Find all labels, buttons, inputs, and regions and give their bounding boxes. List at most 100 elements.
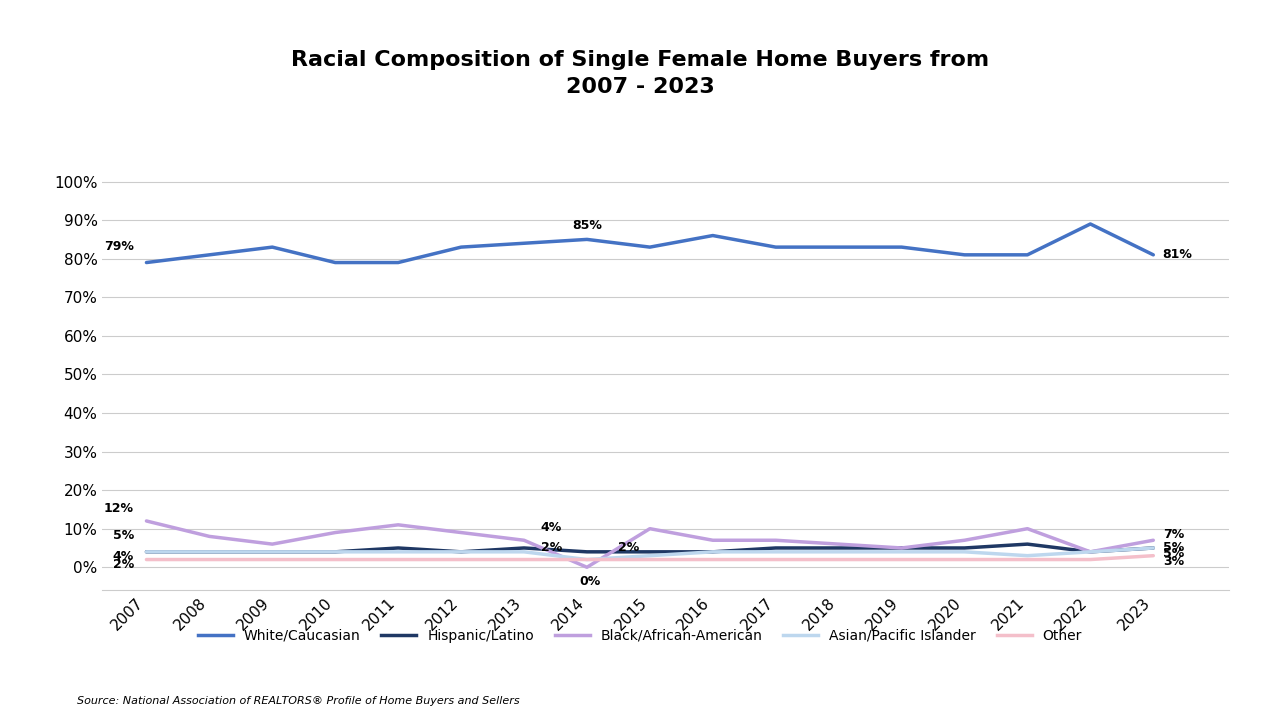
Hispanic/Latino bbox=[1146, 544, 1161, 552]
Black/African-American bbox=[453, 528, 468, 537]
Asian/Pacific Islander bbox=[643, 552, 658, 560]
Text: 0%: 0% bbox=[580, 575, 600, 588]
Hispanic/Latino bbox=[893, 544, 909, 552]
White/Caucasian bbox=[893, 243, 909, 251]
Text: 5%: 5% bbox=[1162, 541, 1184, 554]
White/Caucasian bbox=[1020, 251, 1036, 259]
Hispanic/Latino bbox=[202, 547, 218, 556]
Asian/Pacific Islander bbox=[328, 547, 343, 556]
Text: 2%: 2% bbox=[618, 541, 640, 554]
Black/African-American bbox=[705, 536, 721, 544]
Black/African-American bbox=[893, 544, 909, 552]
Other bbox=[138, 555, 154, 564]
Hispanic/Latino bbox=[516, 544, 531, 552]
White/Caucasian bbox=[138, 258, 154, 267]
Hispanic/Latino bbox=[265, 547, 280, 556]
Asian/Pacific Islander bbox=[1083, 547, 1098, 556]
Text: 2%: 2% bbox=[113, 557, 134, 571]
Asian/Pacific Islander bbox=[580, 555, 595, 564]
Other bbox=[516, 555, 531, 564]
Other bbox=[202, 555, 218, 564]
Asian/Pacific Islander bbox=[1020, 552, 1036, 560]
Black/African-American bbox=[580, 563, 595, 572]
Line: White/Caucasian: White/Caucasian bbox=[146, 224, 1153, 263]
White/Caucasian bbox=[328, 258, 343, 267]
Text: 7%: 7% bbox=[1162, 528, 1184, 541]
Black/African-American bbox=[831, 540, 846, 549]
White/Caucasian bbox=[390, 258, 406, 267]
Black/African-American bbox=[1020, 524, 1036, 533]
White/Caucasian bbox=[643, 243, 658, 251]
Hispanic/Latino bbox=[580, 547, 595, 556]
Text: 2%: 2% bbox=[540, 541, 562, 554]
Text: 85%: 85% bbox=[572, 219, 602, 232]
Hispanic/Latino bbox=[1020, 540, 1036, 549]
Other bbox=[1146, 552, 1161, 560]
Hispanic/Latino bbox=[768, 544, 783, 552]
Black/African-American bbox=[643, 524, 658, 533]
Text: Source: National Association of REALTORS® Profile of Home Buyers and Sellers: Source: National Association of REALTORS… bbox=[77, 696, 520, 706]
Asian/Pacific Islander bbox=[202, 547, 218, 556]
Other bbox=[831, 555, 846, 564]
Other bbox=[453, 555, 468, 564]
Hispanic/Latino bbox=[957, 544, 973, 552]
Hispanic/Latino bbox=[390, 544, 406, 552]
Line: Black/African-American: Black/African-American bbox=[146, 521, 1153, 567]
White/Caucasian bbox=[202, 251, 218, 259]
Black/African-American bbox=[390, 521, 406, 529]
Line: Asian/Pacific Islander: Asian/Pacific Islander bbox=[146, 548, 1153, 559]
Text: 4%: 4% bbox=[113, 550, 134, 563]
Asian/Pacific Islander bbox=[957, 547, 973, 556]
White/Caucasian bbox=[768, 243, 783, 251]
Asian/Pacific Islander bbox=[1146, 544, 1161, 552]
Text: Racial Composition of Single Female Home Buyers from
2007 - 2023: Racial Composition of Single Female Home… bbox=[291, 50, 989, 96]
Hispanic/Latino bbox=[1083, 547, 1098, 556]
White/Caucasian bbox=[1083, 220, 1098, 228]
Black/African-American bbox=[957, 536, 973, 544]
White/Caucasian bbox=[265, 243, 280, 251]
Asian/Pacific Islander bbox=[265, 547, 280, 556]
Text: 79%: 79% bbox=[104, 240, 134, 253]
Black/African-American bbox=[1083, 547, 1098, 556]
Other bbox=[768, 555, 783, 564]
Line: Other: Other bbox=[146, 556, 1153, 559]
Asian/Pacific Islander bbox=[831, 547, 846, 556]
Other bbox=[580, 555, 595, 564]
Other bbox=[893, 555, 909, 564]
Asian/Pacific Islander bbox=[390, 547, 406, 556]
Other bbox=[1020, 555, 1036, 564]
Asian/Pacific Islander bbox=[453, 547, 468, 556]
Asian/Pacific Islander bbox=[516, 547, 531, 556]
White/Caucasian bbox=[1146, 251, 1161, 259]
Other bbox=[265, 555, 280, 564]
Black/African-American bbox=[328, 528, 343, 537]
Other bbox=[957, 555, 973, 564]
Other bbox=[705, 555, 721, 564]
Other bbox=[390, 555, 406, 564]
Hispanic/Latino bbox=[643, 547, 658, 556]
Line: Hispanic/Latino: Hispanic/Latino bbox=[146, 544, 1153, 552]
Text: 4%: 4% bbox=[540, 521, 562, 534]
Text: 5%: 5% bbox=[1162, 547, 1184, 560]
Hispanic/Latino bbox=[328, 547, 343, 556]
Asian/Pacific Islander bbox=[138, 547, 154, 556]
Asian/Pacific Islander bbox=[893, 547, 909, 556]
Other bbox=[328, 555, 343, 564]
Black/African-American bbox=[516, 536, 531, 544]
Text: 3%: 3% bbox=[1162, 555, 1184, 568]
White/Caucasian bbox=[831, 243, 846, 251]
Hispanic/Latino bbox=[705, 547, 721, 556]
Other bbox=[643, 555, 658, 564]
Black/African-American bbox=[202, 532, 218, 541]
Asian/Pacific Islander bbox=[768, 547, 783, 556]
White/Caucasian bbox=[516, 239, 531, 248]
Black/African-American bbox=[138, 517, 154, 526]
Other bbox=[1083, 555, 1098, 564]
Hispanic/Latino bbox=[831, 544, 846, 552]
Black/African-American bbox=[265, 540, 280, 549]
Text: 81%: 81% bbox=[1162, 248, 1193, 261]
Black/African-American bbox=[768, 536, 783, 544]
White/Caucasian bbox=[705, 231, 721, 240]
Hispanic/Latino bbox=[138, 547, 154, 556]
Asian/Pacific Islander bbox=[705, 547, 721, 556]
